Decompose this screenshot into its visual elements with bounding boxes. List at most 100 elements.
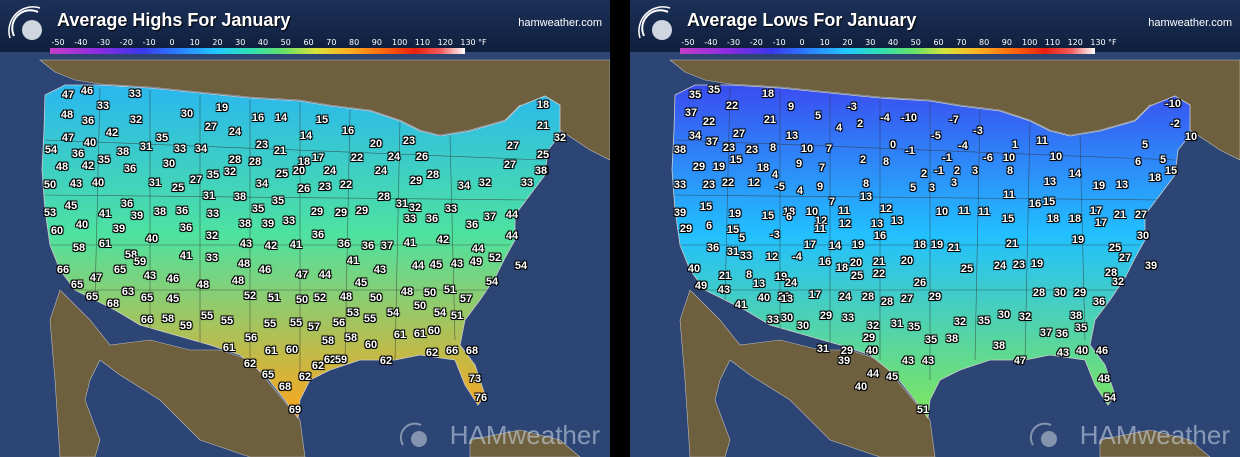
- temperature-label: 23: [255, 139, 269, 151]
- temperature-label: 32: [408, 202, 422, 214]
- us-temperature-field: [41, 84, 561, 420]
- temperature-label: 12: [814, 215, 828, 227]
- temperature-label: 31: [395, 198, 409, 210]
- temperature-label: 22: [339, 179, 353, 191]
- temperature-label: 23: [722, 142, 736, 154]
- temperature-label: 56: [244, 332, 258, 344]
- temperature-label: 48: [60, 109, 74, 121]
- temperature-label: 30: [796, 320, 810, 332]
- temperature-label: 65: [140, 292, 154, 304]
- temperature-label: 38: [1069, 310, 1083, 322]
- scale-tick-label: 60: [303, 38, 314, 47]
- temperature-label: 42: [264, 240, 278, 252]
- scale-tick-label: 30: [865, 38, 876, 47]
- scale-tick-label: -40: [74, 38, 88, 47]
- temperature-label: 16: [251, 112, 265, 124]
- temperature-label: 32: [478, 177, 492, 189]
- temperature-label: 11: [978, 206, 990, 218]
- temperature-label: 45: [64, 200, 78, 212]
- temperature-label: 17: [803, 239, 817, 251]
- temperature-label: 36: [123, 163, 137, 175]
- temperature-label: 23: [777, 291, 791, 303]
- temperature-label: 36: [1092, 296, 1106, 308]
- temperature-label: 36: [1055, 328, 1069, 340]
- temperature-label: 18: [913, 239, 927, 251]
- scale-tick-label: -20: [749, 38, 763, 47]
- temperature-label: 30: [180, 108, 194, 120]
- temperature-label: 35: [707, 84, 721, 96]
- temperature-label: 27: [1118, 252, 1132, 264]
- temperature-label: 29: [1073, 287, 1087, 299]
- temperature-label: 59: [133, 256, 147, 268]
- temperature-label: 15: [1164, 165, 1178, 177]
- temperature-label: 16: [341, 125, 355, 137]
- temperature-label: 53: [346, 307, 360, 319]
- temperature-label: 32: [1111, 276, 1125, 288]
- temperature-label: 9: [816, 181, 824, 193]
- scale-tick-label: 120: [1067, 38, 1083, 47]
- temperature-label: 35: [1074, 322, 1088, 334]
- temperature-label: 27: [900, 293, 914, 305]
- temperature-label: 65: [85, 291, 99, 303]
- temperature-label: 29: [692, 161, 706, 173]
- temperature-label: 65: [261, 369, 275, 381]
- temperature-label: 36: [361, 240, 375, 252]
- temperature-label: 62: [311, 360, 325, 372]
- temperature-label: 7: [828, 196, 836, 208]
- temperature-label: 4: [796, 185, 804, 197]
- temperature-label: 31: [816, 343, 830, 355]
- temperature-label: 8: [769, 142, 777, 154]
- temperature-label: 14: [299, 130, 313, 142]
- watermark-text: HAMweather: [1079, 420, 1230, 450]
- scale-tick-label: 110: [1044, 38, 1061, 47]
- temperature-label: 27: [204, 121, 218, 133]
- temperature-label: -5: [931, 130, 941, 142]
- temperature-label: 11: [1036, 135, 1048, 147]
- temperature-label: 20: [849, 257, 863, 269]
- temperature-label: 22: [872, 268, 886, 280]
- temperature-label: 34: [194, 143, 208, 155]
- temperature-label: -10: [901, 112, 917, 124]
- temperature-label: 41: [289, 239, 303, 251]
- temperature-label: 24: [784, 277, 798, 289]
- temperature-label: 28: [1032, 287, 1046, 299]
- temperature-label: 50: [295, 294, 309, 306]
- temperature-label: 49: [694, 280, 708, 292]
- temperature-label: 18: [1046, 213, 1060, 225]
- scale-tick-label: 90: [371, 38, 382, 47]
- temperature-label: 61: [264, 345, 278, 357]
- scale-tick-label: 70: [326, 38, 337, 47]
- temperature-label: 61: [413, 328, 427, 340]
- scale-tick-label: 110: [414, 38, 431, 47]
- scale-tick-label: 10: [189, 38, 200, 47]
- temperature-label: -5: [775, 181, 785, 193]
- temperature-label: 35: [155, 132, 169, 144]
- temperature-label: 66: [56, 264, 70, 276]
- scale-tick-label: 40: [257, 38, 269, 47]
- temperature-label: 35: [206, 169, 220, 181]
- scale-labels: -50 -40 -30 -20 -10 0 10 20 30 40 50 60 70 80 90 100 110…: [680, 38, 1105, 48]
- temperature-label: 22: [725, 100, 739, 112]
- temperature-label: -1: [942, 152, 952, 164]
- temperature-label: 21: [947, 242, 961, 254]
- temperature-label: -3: [770, 229, 780, 241]
- temperature-label: 28: [861, 291, 875, 303]
- temperature-label: 54: [485, 276, 499, 288]
- temperature-label: 33: [205, 252, 219, 264]
- temperature-label: 16: [873, 230, 887, 242]
- site-link[interactable]: hamweather.com: [1148, 17, 1232, 29]
- temperature-label: 39: [130, 210, 144, 222]
- temperature-label: 65: [70, 279, 84, 291]
- site-link[interactable]: hamweather.com: [518, 17, 602, 29]
- temperature-label: 62: [425, 347, 439, 359]
- temperature-label: 38: [116, 146, 130, 158]
- temperature-label: 12: [879, 203, 893, 215]
- temperature-label: 24: [993, 260, 1007, 272]
- temperature-label: 51: [916, 404, 930, 416]
- temperature-label: 39: [112, 223, 126, 235]
- temperature-label: 23: [702, 179, 716, 191]
- temperature-label: 73: [468, 373, 482, 385]
- temperature-label: 28: [880, 296, 894, 308]
- temperature-label: 52: [313, 292, 327, 304]
- temperature-label: 29: [334, 207, 348, 219]
